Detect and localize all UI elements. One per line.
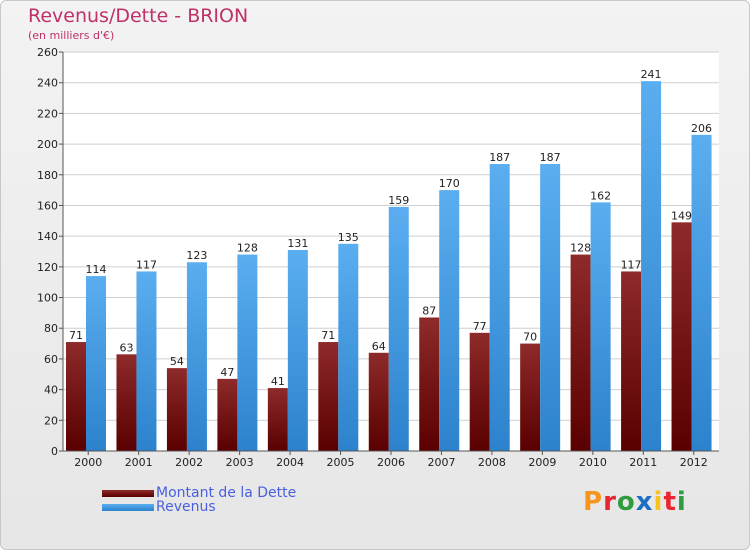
logo-letter: r [603,487,617,517]
bar-dette [520,343,541,451]
x-tick-label: 2003 [226,456,254,469]
data-label-dette: 77 [473,320,487,333]
bar-revenus [489,164,510,451]
data-label-dette: 41 [271,375,285,388]
x-tick-label: 2000 [74,456,102,469]
data-label-revenus: 170 [439,177,460,190]
bar-revenus [691,134,712,451]
y-tick-label: 200 [37,138,58,151]
data-label-revenus: 187 [489,151,510,164]
data-label-revenus: 123 [186,249,207,262]
bar-dette [671,222,692,451]
bar-revenus [540,164,561,451]
logo-letter: i [676,487,687,517]
data-label-revenus: 206 [691,122,712,135]
y-tick-label: 220 [37,107,58,120]
y-tick-label: 0 [51,445,58,458]
logo-letter: o [616,487,636,517]
data-label-revenus: 162 [590,189,611,202]
x-tick-label: 2002 [175,456,203,469]
x-tick-label: 2011 [629,456,657,469]
bar-dette [621,271,642,451]
data-label-dette: 47 [220,366,234,379]
y-tick-label: 140 [37,230,58,243]
y-tick-label: 180 [37,169,58,182]
x-tick-label: 2004 [276,456,304,469]
logo-letter: P [583,487,604,517]
x-tick-label: 2005 [327,456,355,469]
bar-revenus [237,254,258,451]
data-label-revenus: 114 [86,263,107,276]
data-label-dette: 64 [372,340,386,353]
data-label-dette: 117 [621,258,642,271]
data-label-revenus: 187 [540,151,561,164]
y-tick-label: 100 [37,292,58,305]
y-tick-label: 60 [44,353,58,366]
x-tick-label: 2012 [680,456,708,469]
bar-revenus [186,262,207,451]
legend-label-debt: Montant de la Dette [156,485,297,501]
logo-letter: t [663,487,677,517]
bar-dette [368,352,389,451]
bar-revenus [439,190,460,451]
bar-dette [217,378,238,451]
bar-dette [570,254,591,451]
logo-letter: i [653,487,664,517]
data-label-revenus: 159 [388,194,409,207]
bar-revenus [136,271,157,451]
y-tick-label: 80 [44,322,58,335]
data-label-dette: 149 [671,209,692,222]
legend-swatch-revenus [102,504,154,511]
y-tick-label: 40 [44,384,58,397]
proxiti-logo: Proxiti [583,487,687,517]
y-tick-label: 260 [37,46,58,59]
bar-dette [469,332,490,451]
bar-dette [419,317,440,451]
x-tick-label: 2007 [427,456,455,469]
bar-dette [66,342,86,451]
data-label-dette: 63 [119,341,133,354]
data-label-revenus: 135 [338,231,359,244]
bar-dette [267,388,288,451]
data-label-dette: 54 [170,355,184,368]
data-label-dette: 128 [570,242,591,255]
data-label-dette: 71 [321,329,335,342]
bar-revenus [641,81,662,452]
data-label-revenus: 128 [237,242,258,255]
chart-subtitle: (en milliers d'€) [28,29,115,42]
y-tick-label: 240 [37,77,58,90]
bar-dette [166,368,187,451]
bar-revenus [287,249,308,451]
bar-dette [116,354,137,451]
chart-title: Revenus/Dette - BRION [28,5,249,27]
y-tick-label: 160 [37,199,58,212]
data-label-dette: 71 [69,329,83,342]
bar-revenus [388,206,409,451]
x-tick-label: 2010 [579,456,607,469]
data-label-dette: 87 [422,304,436,317]
bar-dette [318,342,339,451]
logo-letter: x [635,487,654,517]
x-tick-label: 2008 [478,456,506,469]
x-tick-label: 2001 [125,456,153,469]
bar-revenus [338,243,359,451]
x-tick-label: 2006 [377,456,405,469]
legend-swatch-debt [102,490,154,497]
bar-revenus [590,202,611,451]
data-label-revenus: 241 [641,68,662,81]
data-label-revenus: 131 [287,237,308,250]
bar-revenus [86,276,106,451]
y-tick-label: 20 [44,414,58,427]
data-label-dette: 70 [523,331,537,344]
data-label-revenus: 117 [136,258,157,271]
legend-label-revenus: Revenus [156,499,216,515]
x-tick-label: 2009 [528,456,556,469]
y-tick-label: 120 [37,261,58,274]
